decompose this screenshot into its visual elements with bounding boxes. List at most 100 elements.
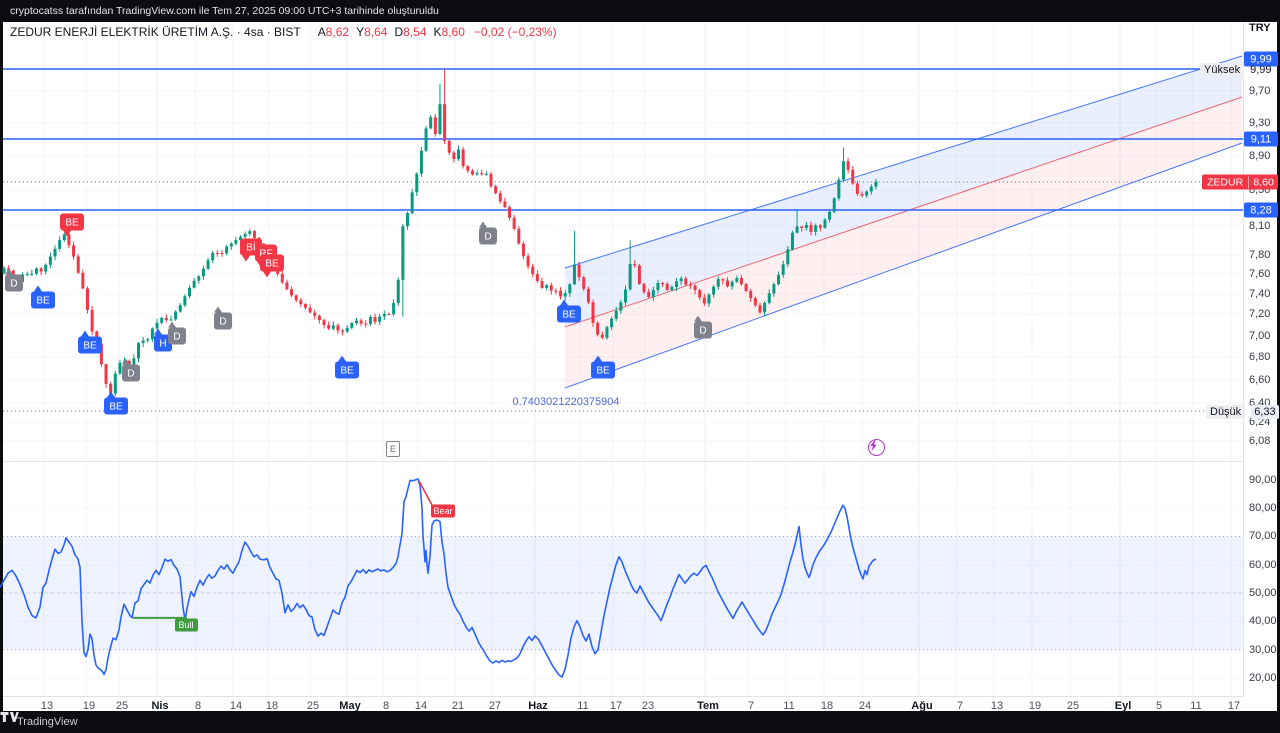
ohlc-open: A8,62	[317, 25, 350, 39]
time-label: 11	[783, 700, 795, 712]
time-label: 7	[956, 700, 964, 712]
candle-body	[470, 170, 474, 175]
channel-upper-line[interactable]	[564, 55, 1243, 269]
candle-body	[753, 298, 757, 306]
candle-body	[795, 226, 799, 233]
trade-marker-d[interactable]: D	[168, 321, 186, 345]
time-label: 14	[414, 700, 428, 712]
strategy-marker-icon[interactable]: E	[386, 441, 400, 457]
last-price-badge-symbol: ZEDUR	[1202, 176, 1250, 188]
candle-body	[39, 268, 43, 272]
candle-body	[34, 268, 38, 274]
candle-body	[433, 117, 437, 134]
candle-body	[841, 161, 845, 180]
time-label-month: Haz	[528, 700, 548, 712]
candle-body	[354, 320, 358, 324]
candle-body	[99, 343, 103, 365]
price-tick: 7,60	[1249, 268, 1271, 280]
candle-body	[72, 245, 76, 257]
trade-marker-be[interactable]: BE	[78, 330, 102, 354]
lightning-event-icon[interactable]	[868, 439, 885, 456]
candle-body	[744, 284, 748, 292]
trade-marker-be[interactable]: BE	[60, 213, 84, 237]
time-label: 21	[451, 700, 465, 712]
trade-marker-h[interactable]: H	[154, 328, 172, 352]
candle-body	[512, 217, 516, 229]
candle-body	[160, 317, 164, 323]
candle-body	[600, 334, 604, 338]
trade-marker-d[interactable]: D	[694, 315, 712, 339]
trade-marker-be[interactable]: BE	[31, 285, 55, 309]
price-tick: 6,60	[1249, 374, 1271, 386]
trade-marker-be[interactable]: BE	[104, 391, 128, 415]
candle-body	[452, 152, 456, 160]
candle-body	[874, 181, 878, 187]
candle-body	[359, 320, 363, 324]
rsi-line[interactable]	[0, 478, 877, 678]
candle-body	[150, 328, 154, 340]
candle-body	[461, 149, 465, 167]
candle-body	[484, 173, 488, 175]
candle-body	[772, 284, 776, 294]
trade-marker-d[interactable]: D	[122, 358, 140, 382]
candle-body	[192, 280, 196, 288]
candle-body	[25, 274, 29, 276]
change-value: −0,02 (−0,23%)	[473, 25, 557, 39]
candle-body	[137, 343, 141, 359]
channel-middle-line[interactable]	[564, 96, 1243, 328]
attribution-text: cryptocatss tarafından TradingView.com i…	[10, 5, 439, 17]
candle-body	[865, 191, 869, 196]
ohlc-low: D8,54	[394, 25, 427, 39]
rsi-tick: 40,00	[1249, 615, 1277, 627]
bear-divergence-line	[418, 480, 434, 508]
candle-body	[582, 277, 586, 289]
candle-body	[303, 304, 307, 308]
lightning-bolt-glyph	[870, 440, 877, 451]
time-label: 23	[641, 700, 655, 712]
trade-marker-be[interactable]: BE	[260, 254, 284, 278]
candle-body	[735, 277, 739, 282]
trade-marker-d[interactable]: D	[214, 306, 232, 330]
tradingview-watermark: TradingView	[17, 716, 78, 728]
trade-marker-d[interactable]: D	[479, 221, 497, 245]
candle-body	[109, 383, 113, 394]
trade-marker-d[interactable]: D	[5, 268, 23, 292]
price-tick: 8,10	[1249, 220, 1271, 232]
trade-marker-be[interactable]: BE	[335, 355, 359, 379]
candle-body	[299, 300, 303, 305]
candle-body	[350, 323, 354, 328]
trade-marker-label: BE	[36, 296, 50, 307]
time-label: 24	[858, 700, 872, 712]
candle-body	[67, 234, 71, 246]
candle-body	[341, 330, 345, 332]
rsi-tick: 50,00	[1249, 587, 1277, 599]
attribution-bar: cryptocatss tarafından TradingView.com i…	[0, 0, 1280, 22]
time-label: 19	[1028, 700, 1042, 712]
time-label-month: Eyl	[1114, 700, 1132, 712]
channel-lower-line[interactable]	[564, 142, 1243, 389]
candle-body	[800, 226, 804, 228]
price-tick: 6,24	[1249, 416, 1271, 428]
candle-body	[619, 302, 623, 311]
candle-body	[239, 236, 243, 241]
candle-body	[637, 265, 641, 284]
trade-marker-be[interactable]: BE	[557, 299, 581, 323]
candle-body	[716, 279, 720, 287]
candle-body	[225, 246, 229, 254]
candle-body	[415, 173, 419, 193]
time-axis[interactable]: 13 19 25 Nis 8 14 18 25 May 8 14 21 27 Haz 11 17 23 Tem 7 1…	[3, 696, 1243, 712]
ohlc-close: K8,60	[433, 25, 465, 39]
trade-marker-label: D	[484, 232, 491, 243]
candle-body	[767, 293, 771, 303]
candle-body	[368, 316, 372, 324]
trade-marker-label: BE	[265, 259, 279, 270]
time-label: 18	[820, 700, 834, 712]
trade-marker-be[interactable]: BE	[591, 355, 615, 379]
candle-body	[628, 263, 632, 290]
candle-body	[549, 285, 553, 291]
candle-body	[118, 362, 122, 374]
candle-body	[503, 201, 507, 208]
